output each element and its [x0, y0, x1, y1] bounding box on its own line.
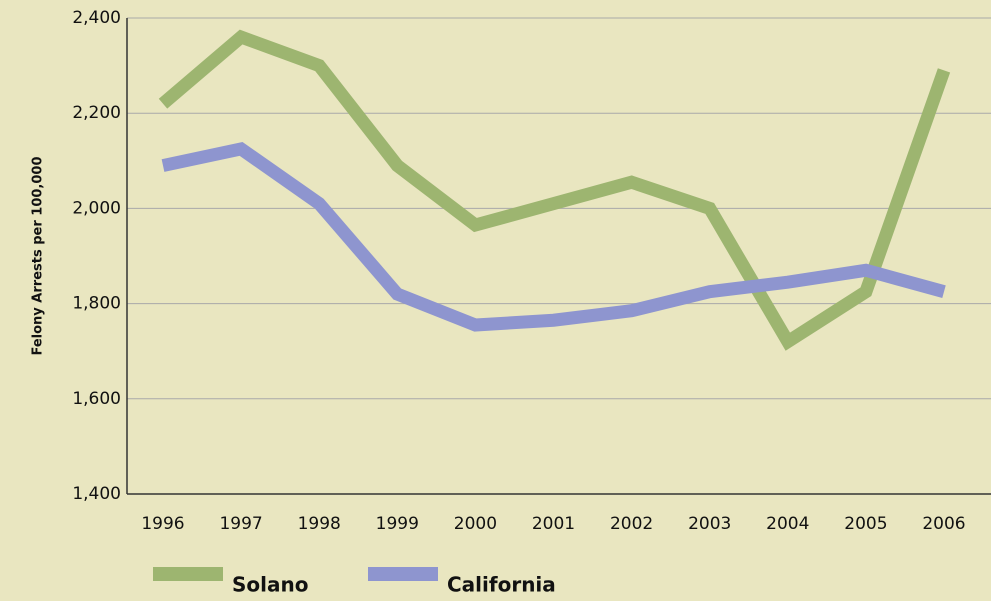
series-line: [158, 29, 951, 351]
y-tick-label: 1,800: [72, 294, 121, 314]
y-axis-label: Felony Arrests per 100,000: [31, 157, 46, 356]
x-tick-label: 1998: [298, 514, 341, 534]
x-tick-label: 2000: [454, 514, 497, 534]
y-tick-label: 1,400: [72, 484, 121, 504]
legend-label: California: [447, 573, 556, 597]
y-tick-label: 2,400: [72, 8, 121, 28]
x-tick-label: 2001: [532, 514, 575, 534]
legend-swatch: [368, 567, 438, 581]
legend-swatch: [153, 567, 223, 581]
x-tick-label: 2005: [844, 514, 887, 534]
y-tick-label: 2,000: [72, 198, 121, 218]
x-tick-label: 1996: [141, 514, 184, 534]
series-line: [161, 141, 946, 332]
y-tick-label: 1,600: [72, 389, 121, 409]
x-tick-label: 1997: [219, 514, 262, 534]
x-tick-label: 2002: [610, 514, 653, 534]
x-tick-label: 2004: [766, 514, 809, 534]
y-tick-label: 2,200: [72, 103, 121, 123]
x-tick-label: 1999: [376, 514, 419, 534]
x-tick-label: 2003: [688, 514, 731, 534]
legend-label: Solano: [232, 573, 308, 597]
x-tick-label: 2006: [922, 514, 965, 534]
